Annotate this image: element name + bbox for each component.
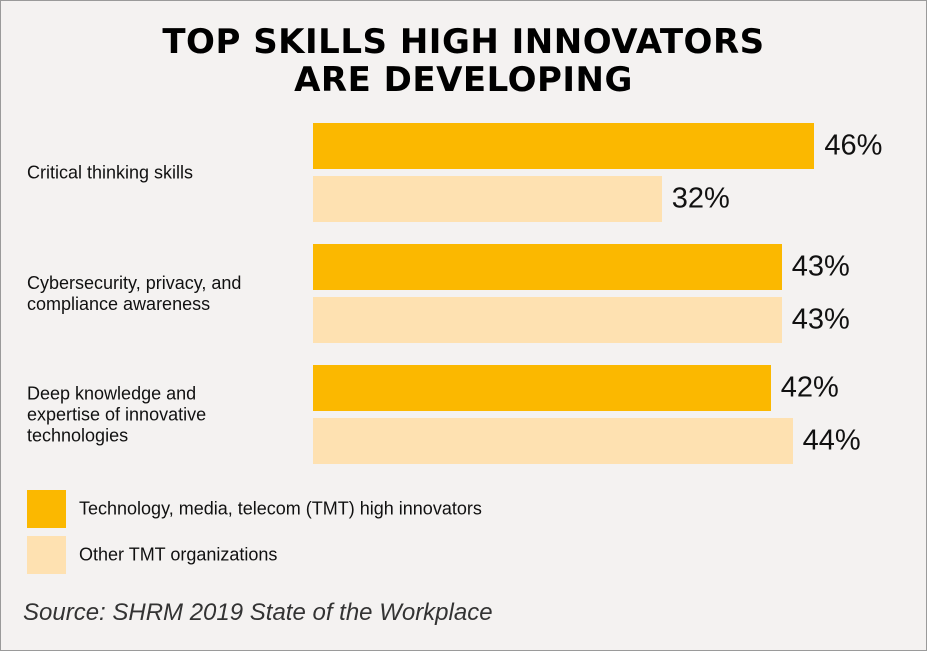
legend-label: Technology, media, telecom (TMT) high in… (79, 498, 482, 519)
value-label: 42% (780, 371, 839, 404)
value-label: 43% (791, 303, 850, 336)
chart-title: TOP SKILLS HIGH INNOVATORS ARE DEVELOPIN… (1, 23, 926, 99)
category-label: Deep knowledge and expertise of innovati… (27, 383, 207, 445)
value-label: 32% (671, 182, 730, 215)
value-label: 44% (802, 424, 861, 457)
bar (313, 418, 793, 464)
bar (313, 365, 771, 411)
category-label: Cybersecurity, privacy, and compliance a… (27, 272, 242, 314)
title-line: ARE DEVELOPING (294, 60, 633, 100)
value-label: 46% (824, 129, 883, 162)
bar (313, 176, 662, 222)
title-line: TOP SKILLS HIGH INNOVATORS (162, 22, 765, 62)
bar (313, 244, 782, 290)
legend-swatch (27, 536, 66, 574)
legend-swatch (27, 490, 66, 528)
source: Source: SHRM 2019 State of the Workplace (23, 599, 493, 626)
category-label: Critical thinking skills (27, 162, 194, 182)
legend-label: Other TMT organizations (79, 544, 278, 565)
value-label: 43% (791, 250, 850, 283)
bar (313, 123, 815, 169)
bar (313, 297, 782, 343)
